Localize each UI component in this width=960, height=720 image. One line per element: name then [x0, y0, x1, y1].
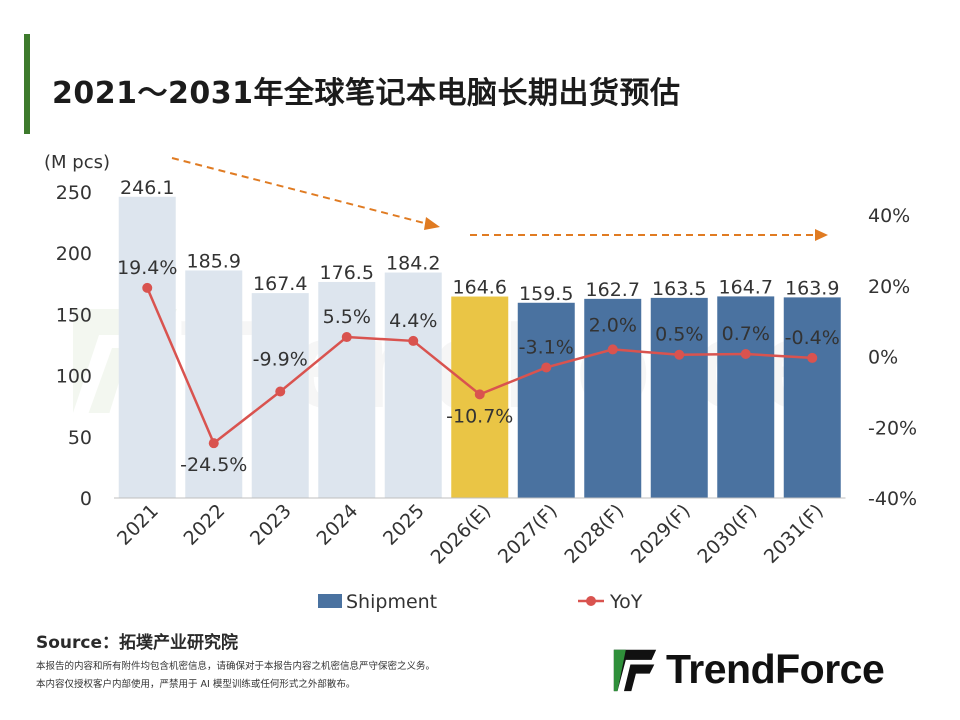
legend-shipment-swatch: [318, 594, 342, 608]
shipment-value-label: 185.9: [187, 250, 241, 272]
y-left-tick-label: 0: [80, 488, 92, 510]
shipment-value-label: 164.6: [453, 277, 507, 299]
brand-logo: TrendForce: [612, 646, 885, 693]
y-right-tick-label: 0%: [868, 347, 898, 369]
y-left-tick-label: 200: [56, 243, 92, 265]
legend-yoy-label: YoY: [609, 591, 643, 613]
yoy-point: [275, 386, 286, 397]
chart-title: 2021～2031年全球笔记本电脑长期出货预估: [52, 76, 681, 111]
y-right-tick-label: -40%: [868, 488, 917, 510]
shipment-bar: [717, 296, 775, 498]
yoy-value-label: 19.4%: [117, 257, 177, 279]
x-tick-label: 2024: [313, 500, 363, 550]
y-right-tick-label: 40%: [868, 205, 910, 227]
shipment-value-label: 176.5: [320, 262, 374, 284]
source-note: Source：拓墣产业研究院: [36, 633, 239, 653]
x-tick-label: 2031(F): [760, 500, 828, 568]
shipment-bar: [318, 281, 376, 498]
shipment-value-label: 162.7: [586, 279, 640, 301]
x-tick-label: 2023: [246, 500, 296, 550]
y-left-unit-label: (M pcs): [44, 152, 110, 173]
yoy-point: [408, 335, 419, 346]
y-left-tick-label: 100: [56, 366, 92, 388]
yoy-point: [541, 362, 552, 373]
disclaimer-line-1: 本报告的内容和所有附件均包含机密信息，请确保对于本报告内容之机密信息严守保密之义…: [36, 661, 436, 672]
shipment-bar: [517, 302, 575, 498]
x-tick-label: 2022: [180, 500, 230, 550]
x-tick-label: 2030(F): [693, 500, 761, 568]
shipment-value-label: 246.1: [120, 177, 174, 199]
x-tick-label: 2028(F): [560, 500, 628, 568]
shipment-value-label: 163.5: [652, 278, 706, 300]
shipment-value-label: 164.7: [719, 276, 773, 298]
yoy-value-label: 0.7%: [722, 323, 770, 345]
y-right-tick-label: -20%: [868, 417, 917, 439]
yoy-value-label: -3.1%: [519, 336, 574, 358]
yoy-value-label: 2.0%: [589, 314, 637, 336]
y-left-tick-label: 150: [56, 304, 92, 326]
yoy-point: [341, 332, 352, 343]
yoy-point: [740, 349, 751, 360]
shipment-bar: [384, 272, 442, 498]
x-tick-label: 2029(F): [627, 500, 695, 568]
yoy-point: [607, 344, 618, 355]
trend-arrow-flat-head: [815, 229, 828, 241]
shipment-bar: [783, 297, 841, 498]
legend-yoy-marker: [586, 596, 596, 606]
y-left-tick-label: 250: [56, 182, 92, 204]
yoy-point: [807, 352, 818, 363]
trend-arrow-decline: [171, 157, 429, 225]
shipment-bar: [584, 298, 642, 498]
yoy-value-label: -0.4%: [785, 327, 840, 349]
yoy-point: [474, 389, 485, 400]
shipment-value-label: 163.9: [785, 277, 839, 299]
shipment-bar: [185, 270, 243, 498]
logo-text: TrendForce: [666, 646, 885, 692]
trendforce-logo-icon: [613, 649, 657, 691]
y-left-tick-label: 50: [68, 427, 92, 449]
x-tick-label: 2027(F): [494, 500, 562, 568]
yoy-value-label: 0.5%: [655, 324, 703, 346]
shipment-value-label: 184.2: [386, 253, 440, 275]
yoy-point: [674, 349, 685, 360]
yoy-point: [142, 282, 153, 293]
x-tick-label: 2021: [113, 500, 163, 550]
yoy-value-label: -24.5%: [180, 454, 247, 476]
shipment-bar: [118, 196, 176, 498]
x-tick-label: 2025: [379, 500, 429, 550]
chart-svg: (M pcs) 0 50 100 150 200 250 -40% -20% 0% 20% 40% 24…: [44, 152, 917, 613]
yoy-value-label: 4.4%: [389, 310, 437, 332]
shipment-bar: [650, 297, 708, 498]
trend-arrow-decline-head: [424, 217, 440, 230]
yoy-value-label: -10.7%: [446, 405, 513, 427]
yoy-point: [208, 438, 219, 449]
legend-shipment-label: Shipment: [346, 591, 437, 613]
disclaimer-line-2: 本内容仅授权客户内部使用，严禁用于 AI 模型训练或任何形式之外部散布。: [36, 679, 356, 690]
yoy-value-label: 5.5%: [323, 306, 371, 328]
yoy-value-label: -9.9%: [253, 349, 308, 371]
y-right-tick-label: 20%: [868, 276, 910, 298]
x-tick-label: 2026(E): [427, 500, 496, 569]
title-accent-bar: [24, 34, 30, 134]
shipment-value-label: 159.5: [519, 283, 573, 305]
shipment-value-label: 167.4: [253, 273, 307, 295]
